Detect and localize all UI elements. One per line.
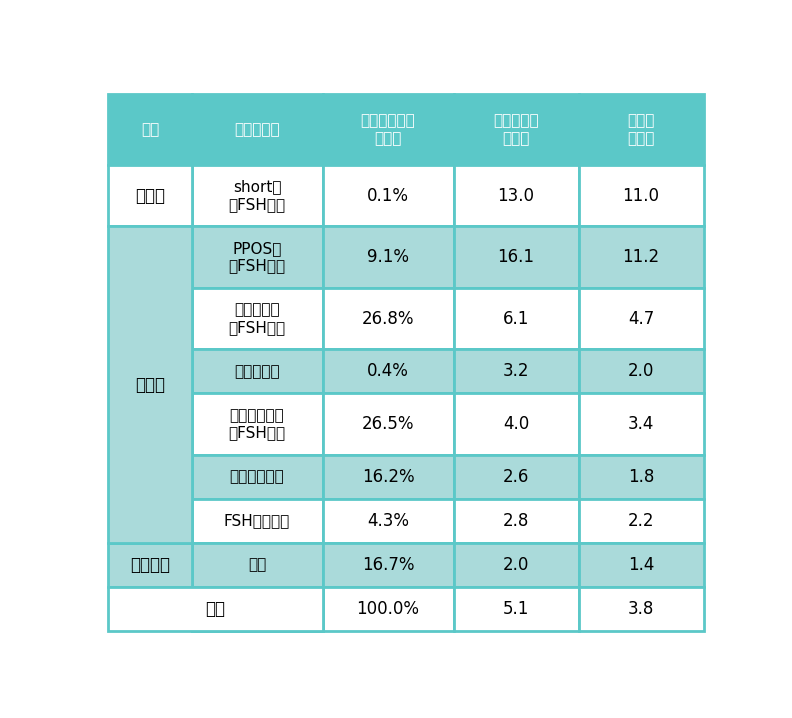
Bar xyxy=(454,165,579,226)
Text: 5.1: 5.1 xyxy=(503,600,529,617)
Bar xyxy=(579,350,703,393)
Text: short法
＋FSH注射: short法 ＋FSH注射 xyxy=(228,180,286,212)
Bar xyxy=(322,95,454,165)
Bar xyxy=(579,95,703,165)
Bar xyxy=(322,226,454,288)
Bar xyxy=(322,499,454,543)
Bar xyxy=(192,587,322,630)
Text: 26.5%: 26.5% xyxy=(362,415,414,433)
Bar xyxy=(322,393,454,455)
Text: レトロゾール: レトロゾール xyxy=(230,470,284,485)
Text: クロミッド
＋FSH注射: クロミッド ＋FSH注射 xyxy=(228,302,286,335)
Text: 2.6: 2.6 xyxy=(503,468,529,486)
Bar xyxy=(192,455,322,499)
Bar xyxy=(454,350,579,393)
Text: 4.0: 4.0 xyxy=(503,415,529,433)
Text: 卵巣山激方法
の割合: 卵巣山激方法 の割合 xyxy=(360,113,416,146)
Bar xyxy=(109,226,192,543)
Text: 2.2: 2.2 xyxy=(628,512,654,530)
Bar xyxy=(192,165,322,226)
Text: 卵巣山激法: 卵巣山激法 xyxy=(234,122,280,137)
Text: 3.4: 3.4 xyxy=(628,415,654,433)
Bar xyxy=(109,165,192,226)
Bar xyxy=(454,288,579,350)
Bar xyxy=(454,393,579,455)
Bar xyxy=(322,587,454,630)
Text: 4.3%: 4.3% xyxy=(367,512,409,530)
Bar xyxy=(192,499,322,543)
Bar xyxy=(192,587,322,630)
Text: 分類: 分類 xyxy=(141,122,159,137)
Text: 自然: 自然 xyxy=(248,557,266,572)
Bar xyxy=(192,288,322,350)
Bar xyxy=(454,543,579,587)
Bar xyxy=(192,350,322,393)
Bar xyxy=(579,226,703,288)
Bar xyxy=(109,587,322,630)
Bar xyxy=(322,288,454,350)
Text: 1.4: 1.4 xyxy=(628,556,654,574)
Text: 3.8: 3.8 xyxy=(628,600,654,617)
Bar xyxy=(192,393,322,455)
Text: 採卵数
の平均: 採卵数 の平均 xyxy=(627,113,655,146)
Text: 合計: 合計 xyxy=(205,600,226,617)
Text: 2.0: 2.0 xyxy=(628,363,654,381)
Bar xyxy=(579,393,703,455)
Text: 2.8: 2.8 xyxy=(503,512,529,530)
Text: レトロゾール
＋FSH注射: レトロゾール ＋FSH注射 xyxy=(228,408,286,440)
Bar xyxy=(322,543,454,587)
Text: 9.1%: 9.1% xyxy=(367,248,409,266)
Text: 高山激: 高山激 xyxy=(135,187,165,205)
Bar xyxy=(454,455,579,499)
Bar xyxy=(192,95,322,165)
Text: 3.2: 3.2 xyxy=(503,363,529,381)
Text: 11.2: 11.2 xyxy=(623,248,660,266)
Bar xyxy=(579,587,703,630)
Text: 0.4%: 0.4% xyxy=(367,363,409,381)
Text: FSH注射のみ: FSH注射のみ xyxy=(224,513,290,528)
Bar xyxy=(322,350,454,393)
Bar xyxy=(454,95,579,165)
Text: PPOS法
＋FSH注射: PPOS法 ＋FSH注射 xyxy=(228,241,286,274)
Text: 1.8: 1.8 xyxy=(628,468,654,486)
Text: 2.0: 2.0 xyxy=(503,556,529,574)
Bar xyxy=(579,499,703,543)
Bar xyxy=(454,226,579,288)
Text: 26.8%: 26.8% xyxy=(362,309,414,327)
Text: 16.7%: 16.7% xyxy=(362,556,414,574)
Text: 13.0: 13.0 xyxy=(497,187,535,205)
Text: 11.0: 11.0 xyxy=(623,187,660,205)
Bar xyxy=(579,288,703,350)
Bar xyxy=(579,165,703,226)
Bar xyxy=(579,543,703,587)
Text: 低山激: 低山激 xyxy=(135,376,165,393)
Text: 100.0%: 100.0% xyxy=(356,600,420,617)
Text: 16.1: 16.1 xyxy=(497,248,535,266)
Bar xyxy=(192,226,322,288)
Bar xyxy=(109,95,192,165)
Bar xyxy=(322,455,454,499)
Text: 16.2%: 16.2% xyxy=(362,468,414,486)
Bar xyxy=(579,455,703,499)
Bar xyxy=(322,165,454,226)
Text: 4.7: 4.7 xyxy=(628,309,654,327)
Text: 発育卵胞数
の平均: 発育卵胞数 の平均 xyxy=(493,113,539,146)
Text: 6.1: 6.1 xyxy=(503,309,529,327)
Bar xyxy=(192,543,322,587)
Bar xyxy=(454,499,579,543)
Bar xyxy=(454,587,579,630)
Text: 0.1%: 0.1% xyxy=(367,187,409,205)
Text: クロミッド: クロミッド xyxy=(234,364,280,379)
Text: 山激なし: 山激なし xyxy=(130,556,170,574)
Bar xyxy=(109,543,192,587)
